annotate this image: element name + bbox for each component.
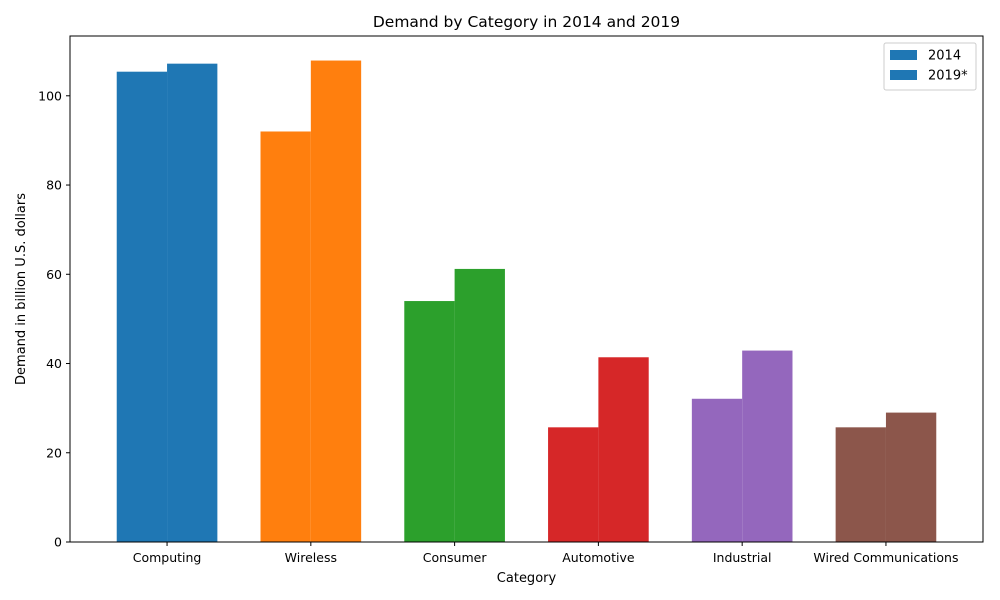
x-axis-label: Category: [497, 571, 557, 586]
legend: 2014 2019*: [883, 42, 977, 91]
y-tick-label: 0: [54, 535, 62, 550]
x-tick-label: Wired Communications: [813, 550, 958, 565]
bar-computing-2014: [116, 71, 168, 542]
legend-swatch: [890, 70, 917, 80]
bar-industrial-2019: [742, 350, 793, 542]
bar-automotive-2019: [598, 357, 649, 542]
y-tick-label: 20: [46, 445, 62, 460]
y-axis: 0 20 40 60 80 100: [38, 88, 70, 550]
plot-frame: [69, 35, 984, 543]
x-tick-label: Consumer: [423, 550, 488, 565]
x-tick-label: Automotive: [562, 550, 635, 565]
bar-automotive-2014: [548, 427, 599, 542]
x-axis: Computing Wireless Consumer Automotive Indus…: [133, 542, 958, 565]
bar-wireless-2014: [260, 131, 311, 543]
bar-computing-2019: [167, 63, 218, 542]
bar-wired-communications-2019: [885, 412, 937, 542]
bar-consumer-2014: [404, 301, 455, 542]
legend-swatch: [890, 50, 917, 60]
legend-label: 2014: [928, 49, 961, 64]
bar-industrial-2014: [691, 398, 743, 542]
x-tick-label: Industrial: [713, 550, 772, 565]
legend-label: 2019*: [928, 69, 968, 84]
chart-title: Demand by Category in 2014 and 2019: [373, 13, 680, 31]
bar-wireless-2019: [310, 60, 362, 543]
y-tick-label: 40: [46, 356, 62, 371]
y-tick-label: 100: [38, 88, 62, 103]
y-axis-label: Demand in billion U.S. dollars: [14, 193, 29, 385]
y-tick-label: 60: [46, 267, 62, 282]
bar-wired-communications-2014: [835, 427, 886, 542]
y-tick-label: 80: [46, 178, 62, 193]
x-tick-label: Computing: [133, 550, 202, 565]
bar-consumer-2019: [454, 268, 505, 542]
x-tick-label: Wireless: [285, 550, 337, 565]
bars-group: [116, 60, 937, 543]
